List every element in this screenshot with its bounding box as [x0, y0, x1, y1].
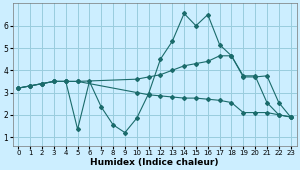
X-axis label: Humidex (Indice chaleur): Humidex (Indice chaleur) [90, 158, 219, 167]
